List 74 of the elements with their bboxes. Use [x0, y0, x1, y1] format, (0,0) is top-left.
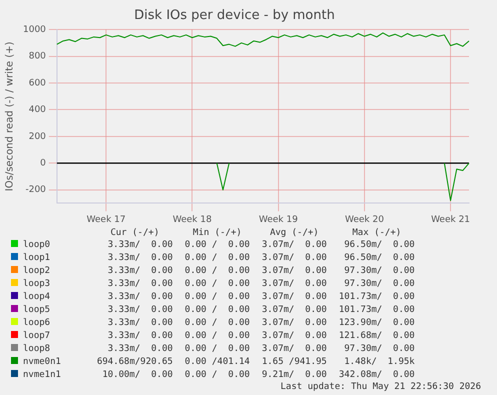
text: 3.07m/ 0.00	[260, 278, 328, 291]
text: Min (-/+)	[192, 228, 243, 239]
text: 10.00m/ 0.00	[101, 369, 174, 382]
text: 0.00 /401.14	[184, 356, 251, 369]
text: 3.33m/ 0.00	[106, 317, 174, 330]
text: 0.00 / 0.00	[184, 330, 251, 343]
text: 3.07m/ 0.00	[260, 291, 328, 304]
x-tick-label: Week 21	[431, 214, 470, 225]
legend-label: loop4	[22, 291, 52, 304]
text: 101.73m/ 0.00	[338, 304, 416, 317]
text: 123.90m/ 0.00	[338, 317, 416, 330]
legend-label: loop6	[22, 317, 52, 330]
y-tick-label: 800	[28, 52, 46, 62]
text: 3.07m/ 0.00	[260, 317, 328, 330]
text: 3.33m/ 0.00	[106, 239, 174, 252]
text: 3.33m/ 0.00	[106, 252, 174, 265]
text: 0.00 / 0.00	[184, 369, 251, 382]
legend-label: loop3	[22, 278, 52, 291]
text: Cur (-/+)	[109, 228, 160, 239]
text: 0.00 / 0.00	[184, 317, 251, 330]
text: 97.30m/ 0.00	[343, 343, 416, 356]
text: Max (-/+)	[351, 228, 402, 239]
text: 0.00 / 0.00	[184, 304, 251, 317]
legend-label: nvme0n1	[22, 356, 62, 369]
text: 97.30m/ 0.00	[343, 265, 416, 278]
legend-label: loop1	[22, 252, 52, 265]
text: Avg (-/+)	[268, 228, 320, 239]
legend-label: loop8	[22, 343, 52, 356]
text: 3.33m/ 0.00	[106, 291, 174, 304]
legend-label: loop7	[22, 330, 52, 343]
legend-label: loop2	[22, 265, 52, 278]
text: 1.48k/ 1.95k	[343, 356, 416, 369]
x-tick-label: Week 19	[258, 214, 298, 225]
text: 97.30m/ 0.00	[343, 278, 416, 291]
text: 3.07m/ 0.00	[260, 343, 328, 356]
text: 121.68m/ 0.00	[338, 330, 416, 343]
text: 0.00 / 0.00	[184, 278, 251, 291]
text: 3.07m/ 0.00	[260, 252, 328, 265]
y-tick-label: -200	[25, 185, 46, 196]
text: 9.21m/ 0.00	[260, 369, 328, 382]
text: 3.33m/ 0.00	[106, 330, 174, 343]
text: 0.00 / 0.00	[184, 239, 251, 252]
text: 0.00 / 0.00	[184, 291, 251, 304]
text: 3.33m/ 0.00	[106, 278, 174, 291]
text: 3.07m/ 0.00	[260, 304, 328, 317]
x-tick-label: Week 20	[344, 214, 384, 225]
y-tick-label: 600	[28, 78, 46, 88]
text: 96.50m/ 0.00	[343, 252, 416, 265]
text: 694.68m/920.65	[96, 356, 174, 369]
text: 3.33m/ 0.00	[106, 265, 174, 278]
text: 0.00 / 0.00	[184, 343, 251, 356]
x-tick-label: Week 18	[172, 214, 212, 225]
y-tick-label: 200	[28, 132, 46, 142]
y-tick-label: 1000	[23, 24, 46, 35]
text: 3.07m/ 0.00	[260, 330, 328, 343]
x-tick-label: Week 17	[86, 214, 126, 225]
text: Last update: Thu May 21 22:56:30 2026	[280, 382, 482, 392]
y-tick-label: 0	[40, 158, 46, 168]
text: 3.33m/ 0.00	[106, 304, 174, 317]
text: 1.65 /941.95	[260, 356, 328, 369]
text: 3.07m/ 0.00	[260, 265, 328, 278]
legend-label: loop0	[22, 239, 52, 252]
text: 3.07m/ 0.00	[260, 239, 328, 252]
text: 101.73m/ 0.00	[338, 291, 416, 304]
chart-title: Disk IOs per device - by month	[134, 8, 335, 24]
text: 342.08m/ 0.00	[338, 369, 416, 382]
y-axis-title: IOs/second read (-) / write (+)	[4, 42, 16, 192]
y-tick-label: 400	[28, 105, 46, 116]
text: 0.00 / 0.00	[184, 252, 251, 265]
text: 3.33m/ 0.00	[106, 343, 174, 356]
text: 0.00 / 0.00	[184, 265, 251, 278]
legend-label: nvme1n1	[22, 369, 62, 382]
text: 96.50m/ 0.00	[343, 239, 416, 252]
legend-label: loop5	[22, 304, 52, 317]
